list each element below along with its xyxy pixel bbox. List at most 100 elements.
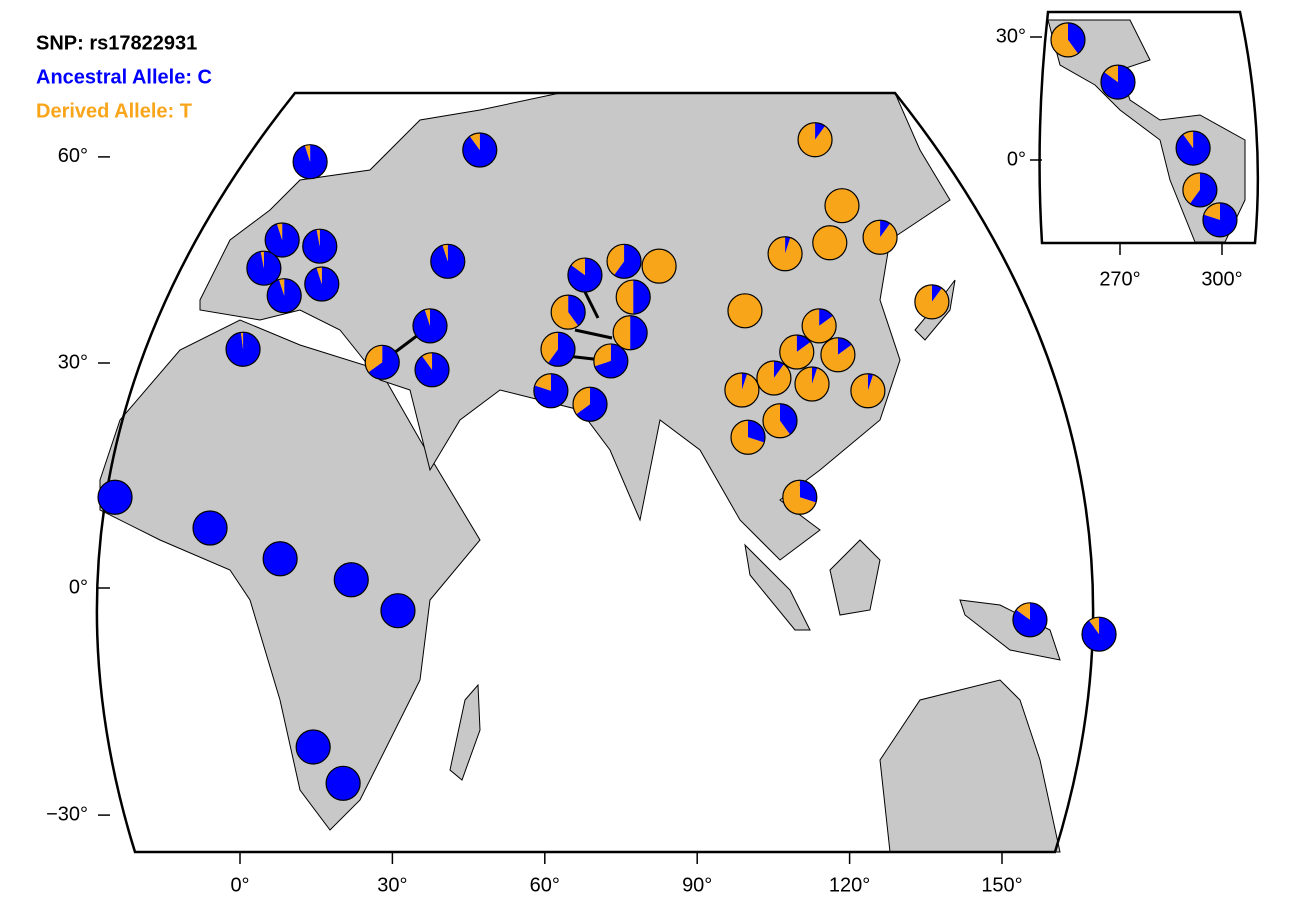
pie-outline xyxy=(1100,64,1136,100)
derived-wedge xyxy=(798,122,833,157)
derived-wedge xyxy=(1104,65,1118,83)
inset-frame xyxy=(1038,10,1260,245)
ancestral-wedge xyxy=(796,335,811,353)
ancestral-wedge xyxy=(193,511,228,545)
pie-outline xyxy=(292,144,328,180)
derived-wedge xyxy=(422,352,433,370)
ancestral-wedge xyxy=(265,223,300,258)
pie-outline xyxy=(606,243,642,279)
derived-wedge xyxy=(469,133,480,151)
derived-wedge xyxy=(442,244,448,262)
derived-wedge xyxy=(802,308,837,343)
derived-wedge xyxy=(316,266,322,284)
lon-tick-label: 90° xyxy=(682,874,712,896)
pie-outline xyxy=(430,243,466,279)
pie-outline xyxy=(192,510,228,546)
derived-wedge xyxy=(365,345,383,373)
population-pie xyxy=(572,386,608,422)
population-pie xyxy=(1175,130,1211,166)
derived-wedge xyxy=(730,420,765,455)
lat-tick-label: 60° xyxy=(58,145,88,167)
ancestral-wedge xyxy=(880,220,891,238)
population-pie xyxy=(325,765,361,801)
population-pie xyxy=(824,188,860,224)
population-pie xyxy=(1100,64,1136,100)
ancestral-wedge xyxy=(799,480,817,503)
derived-wedge xyxy=(863,220,898,255)
ancestral-wedge xyxy=(867,373,874,391)
population-pie xyxy=(794,366,830,402)
derived-wedge xyxy=(1183,131,1194,149)
ancestral-wedge xyxy=(263,541,298,576)
pie-outline xyxy=(812,225,848,261)
ancestral-wedge xyxy=(1067,22,1085,54)
ancestral-wedge xyxy=(812,367,818,384)
derived-wedge xyxy=(795,367,830,401)
pie-outline xyxy=(767,236,803,272)
africa xyxy=(99,319,481,831)
ancestral-wedge xyxy=(748,420,765,443)
pie-outline xyxy=(225,331,261,367)
population-pie xyxy=(380,593,416,629)
lat-tick-label: −30° xyxy=(46,803,88,825)
population-pie xyxy=(462,132,498,168)
population-pie xyxy=(246,250,282,286)
pie-outline xyxy=(593,343,629,379)
pie-outline xyxy=(820,337,856,373)
lon-tick-label: 30° xyxy=(377,874,407,896)
population-pie xyxy=(1081,616,1117,652)
lat-tick-label: 0° xyxy=(69,576,88,598)
derived-wedge xyxy=(642,249,677,284)
ancestral-wedge xyxy=(785,236,791,254)
population-pie xyxy=(302,228,338,264)
ancestral-wedge xyxy=(931,284,942,302)
pie-outline xyxy=(380,593,416,629)
derived-wedge xyxy=(240,332,244,350)
pie-outline xyxy=(862,219,898,255)
derived-wedge xyxy=(607,244,625,276)
derived-wedge xyxy=(278,278,285,296)
ancestral-wedge xyxy=(430,244,465,279)
population-pie xyxy=(782,479,818,515)
ancestral-wedge xyxy=(304,266,339,301)
population-pie xyxy=(727,293,763,329)
population-pie xyxy=(540,331,576,367)
ancestral-wedge xyxy=(548,332,576,367)
legend-ancestral: Ancestral Allele: C xyxy=(36,66,212,88)
ancestral-wedge xyxy=(415,352,450,387)
pie-outline xyxy=(572,386,608,422)
connector xyxy=(583,291,600,319)
population-pie xyxy=(612,315,648,351)
pie-outline xyxy=(756,360,792,396)
pie-outline xyxy=(97,479,133,515)
pie-outline xyxy=(797,122,833,158)
ancestral-wedge xyxy=(780,403,798,435)
ancestral-wedge xyxy=(1202,202,1237,237)
population-pie xyxy=(430,243,466,279)
pie-outline xyxy=(615,279,651,315)
ancestral-wedge xyxy=(614,244,642,279)
ancestral-wedge xyxy=(1189,172,1217,207)
derived-wedge xyxy=(616,280,634,315)
derived-wedge xyxy=(812,225,847,260)
population-pie xyxy=(292,144,328,180)
pie-outline xyxy=(266,278,302,314)
derived-wedge xyxy=(276,223,283,241)
population-pie xyxy=(1202,202,1238,238)
ancestral-wedge xyxy=(568,295,586,326)
pie-outline xyxy=(1182,172,1218,208)
derived-wedge xyxy=(914,284,949,319)
map-frame xyxy=(95,91,1095,854)
derived-wedge xyxy=(1050,22,1078,57)
population-pie xyxy=(779,334,815,370)
pie-outline xyxy=(794,366,830,402)
derived-wedge xyxy=(782,480,816,515)
pie-outline xyxy=(262,541,298,577)
derived-wedge xyxy=(613,315,631,350)
population-pie xyxy=(266,278,302,314)
derived-wedge xyxy=(727,293,762,328)
pie-outline xyxy=(333,562,369,598)
ancestral-wedge xyxy=(302,229,337,264)
ancestral-wedge xyxy=(412,308,447,343)
derived-wedge xyxy=(824,188,859,223)
